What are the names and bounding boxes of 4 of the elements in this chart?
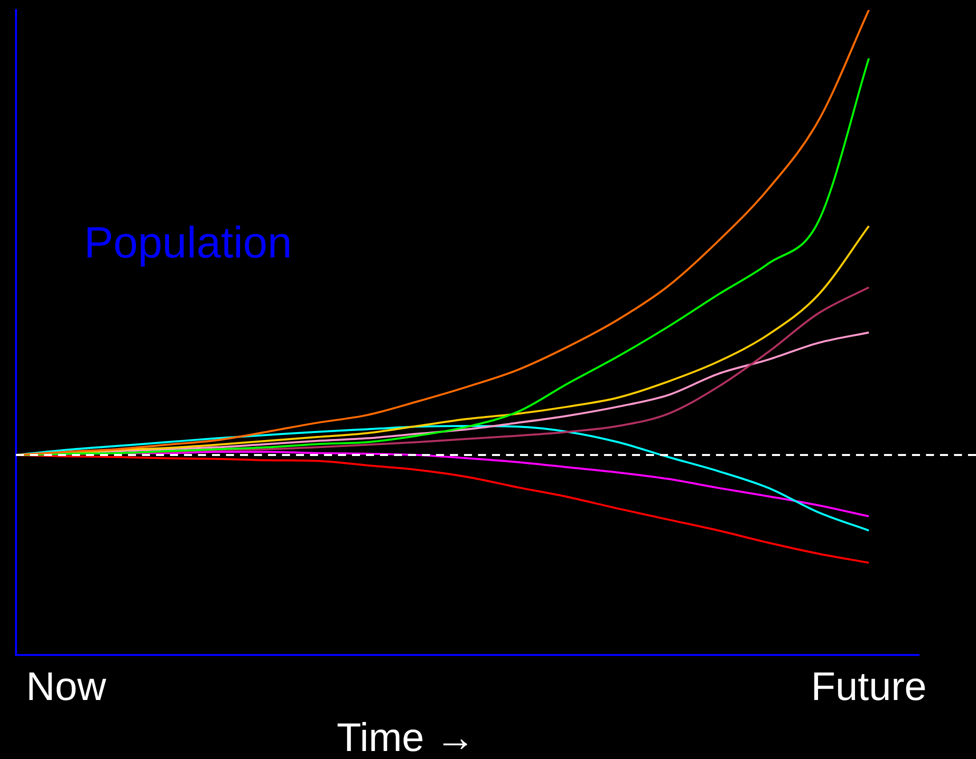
x-tick-label: Future [811,665,927,710]
y-axis-title: Population [84,218,292,268]
x-tick-label: Now [26,665,106,710]
x-axis-title: Time → [336,716,476,759]
